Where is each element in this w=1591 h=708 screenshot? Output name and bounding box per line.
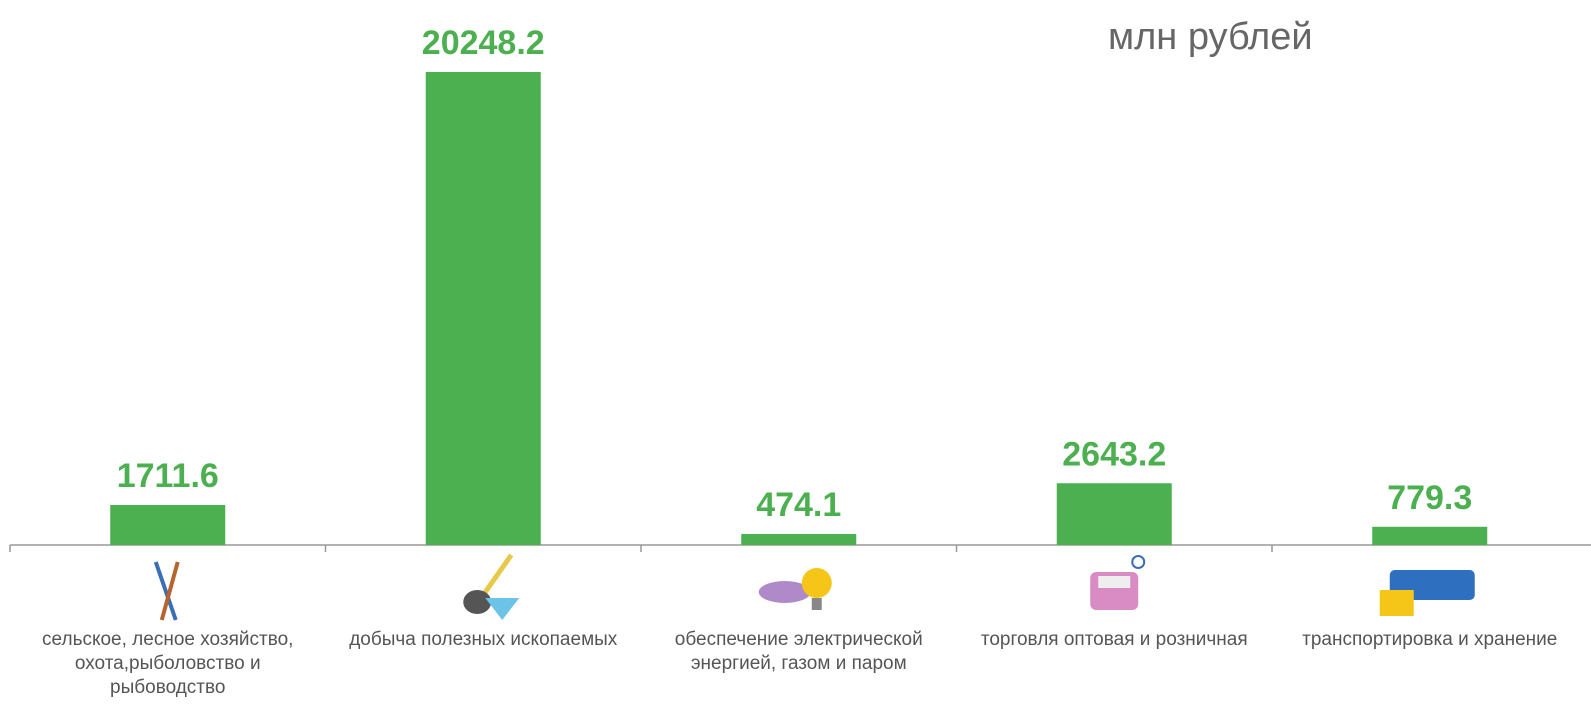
category-label: добыча полезных ископаемых bbox=[349, 629, 618, 650]
icon bbox=[463, 590, 492, 614]
value-label: 2643.2 bbox=[1062, 435, 1166, 473]
icon bbox=[1379, 590, 1414, 616]
value-label: 1711.6 bbox=[117, 457, 219, 495]
bar bbox=[741, 533, 857, 545]
value-label: 779.3 bbox=[1387, 479, 1472, 517]
icon bbox=[1131, 555, 1146, 569]
value-label: 474.1 bbox=[756, 486, 841, 524]
category-label: транспортировка и хранение bbox=[1302, 629, 1558, 650]
category-label: торговля оптовая и розничная bbox=[980, 629, 1248, 650]
icon bbox=[801, 568, 832, 598]
icon bbox=[485, 598, 520, 620]
icon bbox=[1098, 576, 1131, 588]
value-label: 20248.2 bbox=[422, 24, 545, 62]
bar bbox=[1056, 483, 1172, 545]
bar bbox=[1372, 526, 1488, 545]
icon bbox=[481, 553, 514, 597]
icon bbox=[159, 561, 180, 621]
icon bbox=[758, 581, 811, 603]
category-label: обеспечение электрической энергией, газо… bbox=[674, 629, 923, 674]
icon bbox=[811, 598, 822, 610]
bar bbox=[425, 72, 541, 545]
category-label: сельское, лесное хозяйство, охота,рыболо… bbox=[42, 629, 294, 698]
icon bbox=[153, 561, 178, 621]
bar bbox=[110, 505, 226, 545]
unit-label: млн рублей bbox=[1108, 16, 1313, 58]
